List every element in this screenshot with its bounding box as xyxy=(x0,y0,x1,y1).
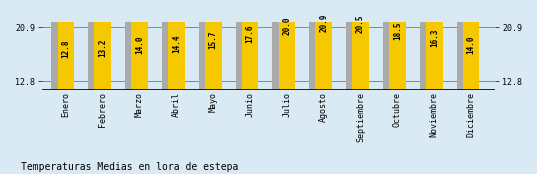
Bar xyxy=(420,0,440,90)
Bar xyxy=(88,2,108,90)
Bar xyxy=(352,0,369,90)
Bar xyxy=(52,4,71,90)
Bar xyxy=(272,0,293,90)
Text: 20.0: 20.0 xyxy=(282,17,292,35)
Bar xyxy=(236,0,256,90)
Text: 20.9: 20.9 xyxy=(320,14,328,32)
Text: 12.8: 12.8 xyxy=(61,40,70,58)
Text: 14.0: 14.0 xyxy=(135,36,144,54)
Bar xyxy=(199,0,219,90)
Bar xyxy=(131,0,148,90)
Bar xyxy=(242,0,258,90)
Text: 18.5: 18.5 xyxy=(393,21,402,40)
Bar xyxy=(309,0,330,90)
Bar xyxy=(168,0,185,90)
Text: 16.3: 16.3 xyxy=(430,29,439,47)
Text: 14.4: 14.4 xyxy=(172,35,181,53)
Text: Temperaturas Medias en lora de estepa: Temperaturas Medias en lora de estepa xyxy=(21,162,239,172)
Bar xyxy=(125,0,146,90)
Bar xyxy=(57,4,74,90)
Bar xyxy=(315,0,332,90)
Bar xyxy=(389,0,406,90)
Text: 13.2: 13.2 xyxy=(98,38,107,57)
Bar xyxy=(205,0,222,90)
Text: 14.0: 14.0 xyxy=(467,36,476,54)
Bar xyxy=(383,0,403,90)
Text: 17.6: 17.6 xyxy=(245,24,255,43)
Text: 15.7: 15.7 xyxy=(209,30,217,49)
Bar xyxy=(162,0,182,90)
Bar xyxy=(346,0,366,90)
Bar xyxy=(456,0,477,90)
Text: 20.5: 20.5 xyxy=(356,15,365,33)
Bar xyxy=(463,0,480,90)
Bar xyxy=(95,2,111,90)
Bar xyxy=(279,0,295,90)
Bar xyxy=(426,0,442,90)
